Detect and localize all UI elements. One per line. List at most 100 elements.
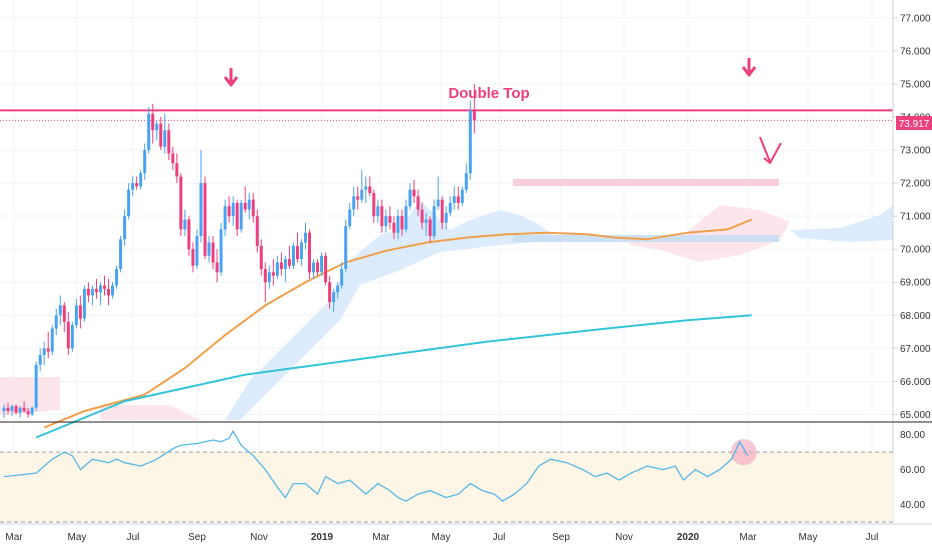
time-tick-label: 2020 (677, 532, 700, 543)
candle-body (107, 288, 111, 296)
price-tick-label: 66.000 (900, 377, 931, 388)
rsi-tick-label: 40.00 (900, 500, 925, 511)
candle-body (22, 407, 26, 412)
candle-body (151, 113, 155, 131)
cloud-bear (620, 205, 790, 262)
candle-body (50, 328, 54, 352)
time-tick-label: Nov (250, 532, 268, 543)
time-tick-label: May (68, 532, 87, 543)
price-tick-label: 77.000 (900, 13, 931, 24)
candle-body (364, 186, 368, 190)
candle-body (263, 269, 267, 283)
candle-body (54, 315, 58, 329)
cloud-bull (225, 200, 560, 420)
candle-body (247, 199, 251, 210)
candle-body (304, 232, 307, 243)
candle-body (464, 173, 468, 190)
candle-body (308, 232, 312, 273)
candle-body (235, 202, 239, 230)
rsi-panel: 40.00 60.00 80.00 (0, 421, 932, 523)
candle-body (376, 206, 380, 217)
candle-body (58, 305, 62, 316)
candle-body (191, 249, 195, 266)
price-tick-label: 67.000 (900, 344, 931, 355)
candle-body (420, 209, 424, 223)
candle-body (231, 202, 235, 217)
candle-body (279, 262, 283, 270)
candle-body (171, 153, 175, 164)
candle-body (332, 292, 336, 303)
candle-body (103, 285, 106, 289)
time-axis[interactable]: Mar May Jul Sep Nov 2019 Mar May Jul Sep Nov 2020 Ma… (0, 523, 932, 543)
candle-body (195, 235, 199, 266)
projection-arrow (759, 136, 771, 163)
candle-body (392, 222, 396, 233)
main-grid (0, 0, 893, 522)
candle-body (368, 186, 372, 194)
candle-body (175, 163, 179, 177)
candle-body (127, 189, 131, 217)
candle-body (74, 305, 78, 326)
price-axis[interactable]: 65.000 66.000 67.000 68.000 69.000 70.000 71.0… (892, 0, 931, 522)
candle-body (14, 406, 18, 413)
last-price-badge (896, 116, 932, 130)
candle-body (416, 196, 420, 210)
candle-body (78, 305, 82, 319)
resistance-zone (513, 179, 779, 186)
ichimoku-cloud (0, 200, 893, 420)
candle-body (295, 245, 299, 260)
time-tick-label: Sep (552, 532, 570, 543)
time-tick-label: May (799, 532, 818, 543)
candle-body (123, 216, 127, 240)
candle-body (344, 226, 348, 270)
candle-body (147, 113, 151, 151)
sma-fast-line (43, 218, 753, 429)
candle-body (412, 189, 416, 197)
candle-body (287, 259, 291, 266)
candle-body (243, 202, 247, 210)
candle-body (299, 242, 303, 260)
candle-body (143, 150, 147, 174)
candles (2, 83, 476, 418)
candle-body (436, 199, 440, 207)
cloud-bull (790, 205, 893, 242)
last-price-tag: 73.917 (896, 116, 932, 130)
candle-body (2, 407, 6, 412)
candle-body (239, 202, 243, 230)
candle-body (167, 130, 171, 154)
candle-body (328, 282, 332, 303)
first-top-arrow-head (223, 76, 239, 87)
candle-body (312, 262, 316, 273)
candle-body (424, 219, 428, 223)
time-tick-label: Mar (739, 532, 757, 543)
candle-body (360, 189, 364, 200)
candle-body (98, 285, 102, 293)
candle-body (223, 206, 227, 230)
candle-body (26, 411, 30, 415)
candle-body (255, 216, 259, 246)
candle-body (119, 239, 123, 270)
candle-body (428, 219, 432, 236)
candle-body (135, 183, 139, 187)
candle-body (352, 196, 356, 210)
candle-body (82, 288, 86, 319)
time-tick-label: Mar (372, 532, 390, 543)
candle-body (340, 269, 344, 286)
cloud-bear (0, 377, 60, 415)
candle-body (38, 354, 42, 365)
time-tick-label: Sep (188, 532, 206, 543)
candle-body (336, 285, 340, 293)
rsi-tick-label: 60.00 (900, 465, 925, 476)
candle-body (159, 123, 163, 147)
last-price-label: 73.917 (899, 119, 930, 130)
price-tick-label: 69.000 (900, 278, 931, 289)
candle-body (283, 259, 287, 270)
candle-body (267, 272, 271, 283)
candle-body (396, 216, 400, 233)
time-tick-label: Jul (493, 532, 506, 543)
candle-body (348, 209, 352, 227)
candle-body (388, 216, 392, 223)
time-tick-label: Jul (866, 532, 879, 543)
time-tick-label: Jul (127, 532, 140, 543)
